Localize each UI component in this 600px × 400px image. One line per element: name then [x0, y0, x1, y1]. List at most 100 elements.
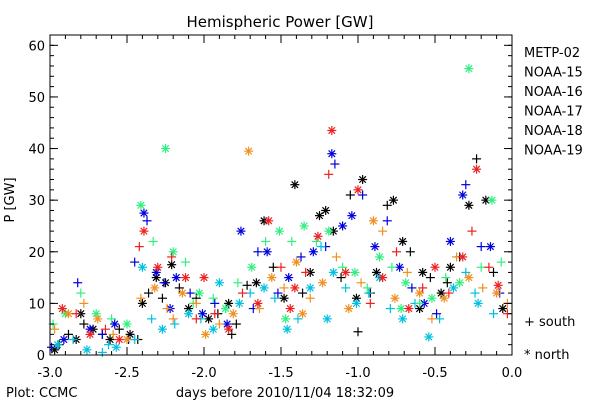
data-point-south [168, 314, 178, 324]
series-NOAA-17 [48, 64, 506, 329]
data-point-south [476, 262, 486, 272]
data-point-north [264, 216, 274, 226]
data-point-north [251, 278, 261, 288]
data-point-south [316, 242, 326, 252]
data-point-south [210, 298, 220, 308]
data-point-north [181, 273, 191, 283]
data-point-north [390, 293, 400, 303]
data-point-north [139, 208, 149, 218]
data-point-north [401, 278, 411, 288]
x-tick-label: -3.0 [37, 366, 62, 381]
data-point-north [445, 236, 455, 246]
data-point-south [227, 329, 237, 339]
data-point-south [233, 278, 243, 288]
data-point-north [184, 309, 194, 319]
data-point-north [224, 324, 234, 334]
data-point-north [150, 283, 160, 293]
data-point-south [407, 283, 417, 293]
data-point-south [362, 283, 372, 293]
data-point-north [427, 293, 437, 303]
data-point-north [194, 288, 204, 298]
data-point-south [270, 293, 280, 303]
data-point-north [353, 185, 363, 195]
data-point-south [298, 288, 308, 298]
data-point-north [53, 340, 63, 350]
data-point-south [418, 283, 428, 293]
data-point-north [415, 288, 425, 298]
data-point-north [285, 304, 295, 314]
data-point-north [290, 180, 300, 190]
data-point-north [122, 319, 132, 329]
data-point-north [105, 335, 115, 345]
data-point-south [73, 278, 83, 288]
data-point-north [439, 293, 449, 303]
data-point-south [76, 288, 86, 298]
data-point-south [365, 298, 375, 308]
data-point-north [375, 252, 385, 262]
data-point-south [185, 288, 195, 298]
data-point-north [228, 309, 238, 319]
data-point-north [114, 335, 124, 345]
data-point-north [247, 262, 257, 272]
data-point-south [432, 309, 442, 319]
data-point-north [327, 125, 337, 135]
data-point-north [368, 216, 378, 226]
data-point-south [392, 247, 401, 257]
legend-item-NOAA-15: NOAA-15 [524, 66, 583, 81]
y-tick-label: 60 [28, 39, 45, 54]
data-point-north [448, 283, 458, 293]
data-point-south [100, 324, 110, 334]
data-point-south [114, 324, 124, 334]
data-point-south [301, 267, 311, 277]
data-point-south [496, 257, 506, 267]
data-point-north [485, 242, 495, 252]
marker-legend-plus: + south [524, 315, 575, 330]
data-point-south [162, 304, 172, 314]
data-point-south [427, 314, 437, 324]
x-tick-label: -2.5 [114, 366, 139, 381]
data-point-north [208, 324, 218, 334]
y-tick-label: 0 [37, 349, 45, 364]
data-point-north [137, 298, 147, 308]
data-point-north [445, 262, 455, 272]
data-point-north [136, 200, 146, 210]
chart-title: Hemispheric Power [GW] [187, 13, 374, 31]
x-tick-label: -0.5 [422, 366, 447, 381]
data-point-south [191, 298, 201, 308]
data-point-north [344, 304, 354, 314]
data-point-south [478, 283, 488, 293]
data-point-south [296, 252, 306, 262]
data-point-south [159, 278, 169, 288]
data-point-south [441, 273, 451, 283]
data-point-north [321, 205, 331, 215]
data-point-south [341, 283, 351, 293]
data-point-north [370, 242, 380, 252]
data-point-north [282, 324, 292, 334]
data-point-south [276, 262, 286, 272]
data-point-south [476, 242, 486, 252]
data-point-north [214, 278, 224, 288]
data-point-north [290, 283, 300, 293]
data-point-north [398, 314, 408, 324]
x-tick-label: -1.0 [345, 366, 370, 381]
data-point-south [364, 288, 374, 298]
data-point-north [161, 144, 170, 154]
data-point-north [396, 304, 406, 314]
data-point-north [418, 267, 428, 277]
data-point-north [388, 195, 398, 205]
data-point-south [136, 293, 146, 303]
data-point-south [174, 283, 184, 293]
data-point-north [291, 257, 301, 267]
data-point-north [177, 288, 187, 298]
data-point-north [458, 252, 468, 262]
data-point-south [68, 335, 78, 345]
legend-item-NOAA-19: NOAA-19 [524, 144, 583, 159]
data-point-north [222, 319, 232, 329]
data-point-north [167, 260, 177, 270]
data-point-south [489, 309, 499, 319]
data-point-south [148, 236, 158, 246]
data-point-south [142, 216, 152, 226]
legend-item-METP-02: METP-02 [524, 46, 580, 61]
data-point-north [157, 324, 167, 334]
series-NOAA-19 [57, 125, 512, 345]
